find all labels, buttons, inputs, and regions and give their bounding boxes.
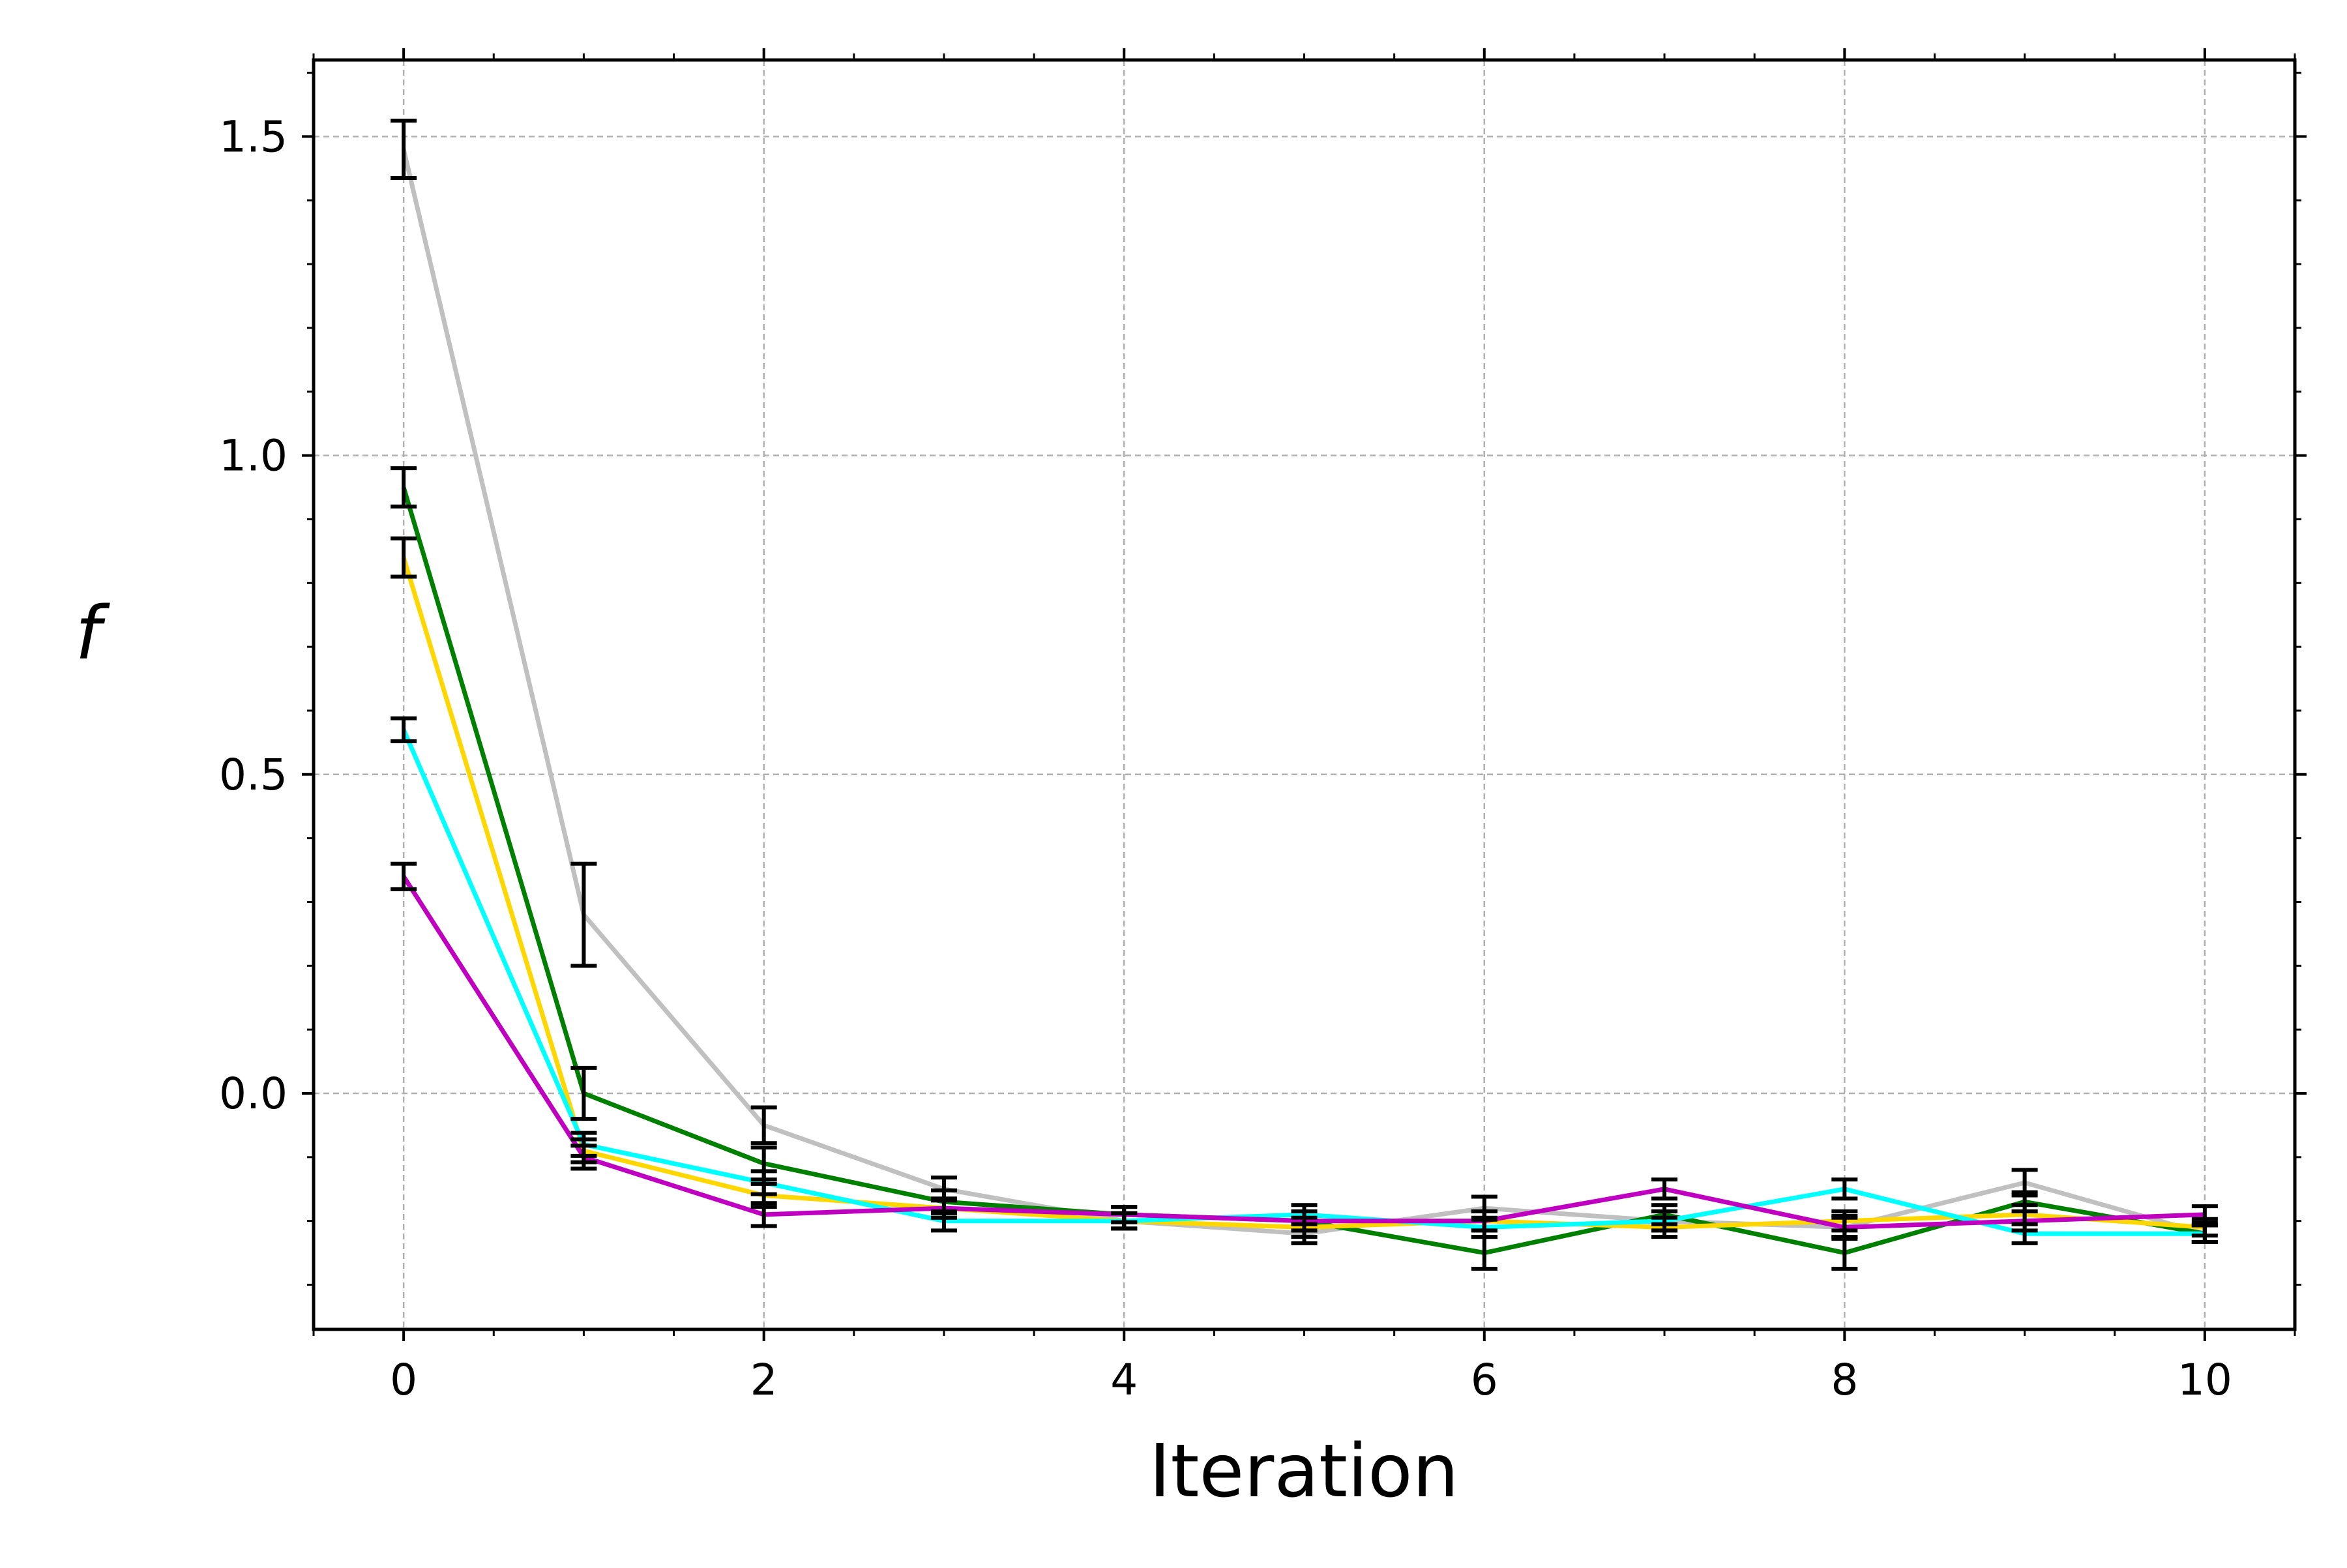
- y-tick-label: 1.0: [219, 431, 288, 481]
- x-tick-label: 2: [750, 1355, 778, 1405]
- error-bar-green: [570, 1065, 597, 1121]
- error-bar-gray: [750, 1105, 777, 1146]
- error-bar-magenta: [1111, 1205, 1138, 1224]
- x-axis-title: Iteration: [1149, 1429, 1458, 1514]
- error-bar-magenta: [570, 1144, 597, 1171]
- error-bar-magenta: [750, 1201, 777, 1228]
- error-bars: [391, 118, 2218, 1271]
- error-bar-cyan: [391, 716, 417, 743]
- error-bar-cyan: [1831, 1177, 1858, 1201]
- error-bar-magenta: [391, 861, 417, 891]
- error-bar-gray: [391, 118, 417, 181]
- error-bar-magenta: [1471, 1209, 1498, 1233]
- error-bar-cyan: [750, 1169, 777, 1196]
- error-bar-green: [391, 466, 417, 509]
- error-bar-gray: [570, 861, 597, 968]
- x-tick-label: 10: [2177, 1355, 2232, 1405]
- x-tick-label: 0: [390, 1355, 417, 1405]
- y-tick-label: 1.5: [219, 111, 288, 162]
- error-bar-magenta: [930, 1196, 957, 1220]
- y-tick-label: 0.0: [219, 1069, 288, 1119]
- error-bar-cyan: [1651, 1209, 1678, 1233]
- axis-ticks: 0 2 4 6 8 10 0.0 0.5 1.0 1.5: [219, 48, 2307, 1405]
- error-bar-magenta: [2191, 1204, 2218, 1225]
- error-bar-magenta: [1291, 1209, 1318, 1233]
- x-tick-label: 8: [1831, 1355, 1858, 1405]
- error-bar-magenta: [2011, 1209, 2038, 1233]
- y-tick-label: 0.5: [219, 750, 288, 800]
- error-bar-yellow: [391, 536, 417, 579]
- error-bar-magenta: [1651, 1177, 1678, 1201]
- error-bar-magenta: [1831, 1215, 1858, 1239]
- error-bar-cyan: [2191, 1223, 2218, 1244]
- x-tick-label: 4: [1110, 1355, 1138, 1405]
- x-tick-label: 6: [1471, 1355, 1498, 1405]
